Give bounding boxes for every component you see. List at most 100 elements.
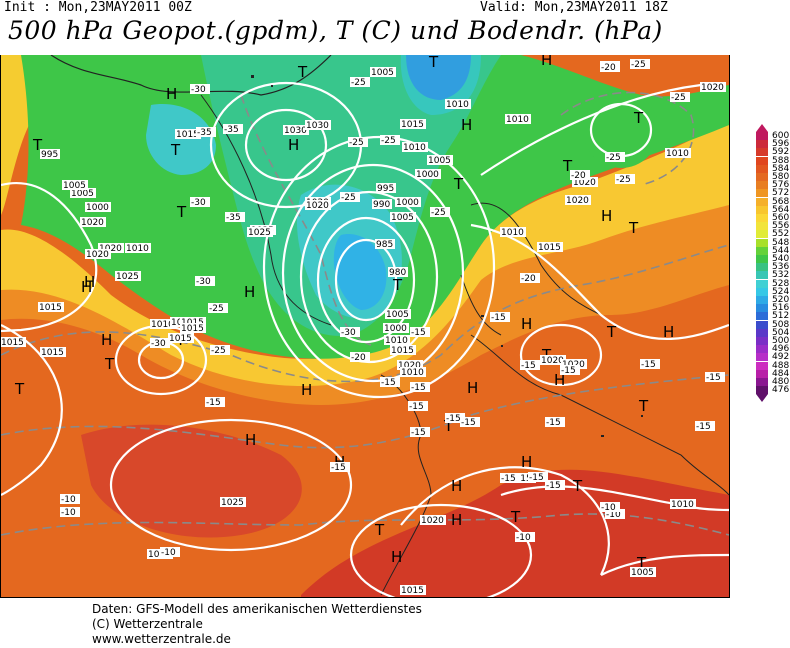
legend-swatch	[756, 164, 768, 173]
isobar-value: 1005	[371, 68, 394, 78]
isotherm-value: -15	[501, 474, 516, 484]
low-pressure-marker: T	[633, 109, 644, 127]
isobar-value: 1025	[248, 228, 271, 238]
isobar-value: 1015	[176, 130, 199, 140]
isotherm-label: -25	[630, 59, 650, 70]
legend-label: 488	[772, 360, 790, 371]
legend-label: 544	[772, 245, 790, 256]
legend-label: 588	[772, 155, 790, 166]
isobar-label: 1015	[168, 333, 194, 344]
isotherm-value: -10	[601, 503, 616, 513]
isobar-value: 1000	[416, 170, 439, 180]
isobar-label: 1025	[247, 227, 273, 238]
high-pressure-marker: H	[541, 55, 552, 69]
high-pressure-marker: H	[554, 371, 565, 389]
isotherm-value: -15	[546, 481, 561, 491]
isobar-value: 1015	[148, 550, 171, 560]
isobar-value: 1000	[86, 203, 109, 213]
isotherm-label: -20	[350, 352, 370, 363]
isotherm-label: -25	[605, 152, 625, 163]
isotherm-value: -15	[696, 422, 711, 432]
legend-swatch	[756, 156, 768, 165]
isotherm-label: -10	[60, 494, 80, 505]
high-pressure-marker: H	[467, 379, 478, 397]
low-pressure-marker: T	[453, 175, 464, 193]
legend-swatch	[756, 230, 768, 239]
isobar-label: 990	[372, 199, 392, 210]
credits-line2: (C) Wetterzentrale	[92, 617, 203, 631]
isobar-label: 1010	[665, 148, 691, 159]
isobar-value: 1010	[506, 115, 529, 125]
isotherm-value: -15	[706, 373, 721, 383]
isobar-value: 1015	[391, 346, 414, 356]
isotherm-value: -25	[211, 346, 226, 356]
isotherm-label: -25	[340, 192, 360, 203]
low-pressure-marker: T	[104, 355, 115, 373]
legend-swatch	[756, 320, 768, 329]
legend-swatch	[756, 140, 768, 149]
coastline-scandinavia	[470, 202, 602, 316]
legend-swatch	[756, 205, 768, 214]
high-pressure-marker: H	[521, 315, 532, 333]
legend-swatch	[756, 148, 768, 157]
legend-label: 540	[772, 254, 790, 264]
isotherm-value: -15	[409, 402, 424, 412]
legend-swatch	[756, 328, 768, 337]
field-516	[333, 234, 387, 310]
legend-swatch	[756, 378, 768, 386]
isotherm-value: -35	[224, 125, 239, 135]
isobar-value: 1015	[401, 120, 424, 130]
isobar-value: 985	[376, 240, 393, 250]
isotherm-label: -10	[600, 502, 620, 513]
legend-label: 492	[772, 352, 790, 363]
legend-swatch	[756, 255, 768, 263]
legend-label: 484	[772, 368, 790, 379]
isobar-value: 1020	[398, 361, 421, 371]
isotherm-value: -25	[616, 175, 631, 185]
isobar-label: 1010	[402, 142, 428, 153]
isobar-value: 1015	[169, 334, 192, 344]
isobar-label: 1030	[283, 125, 309, 136]
isobar-value: 1010	[385, 336, 408, 346]
legend-label: 556	[772, 221, 790, 232]
isotherm-label: -20	[570, 170, 590, 181]
legend-label: 600	[772, 131, 790, 141]
high-pressure-marker: H	[81, 278, 92, 296]
isotherm-value: -10	[61, 495, 76, 505]
legend-arrow-down	[756, 394, 768, 403]
isotherm-value: -30	[341, 328, 356, 338]
high-pressure-marker: H	[391, 548, 402, 566]
isotherm-label: -15	[560, 365, 580, 376]
isotherm-value: -25	[431, 208, 446, 218]
isotherm-value: -25	[631, 60, 646, 70]
credits-line3: www.wetterzentrale.de	[92, 632, 231, 646]
low-pressure-marker: T	[14, 380, 25, 398]
isobar-label: 1015	[38, 302, 64, 313]
isobar-value: 1020	[566, 196, 589, 206]
isobar-value: 1000	[396, 198, 419, 208]
high-pressure-marker: H	[84, 273, 95, 291]
isobar-label: 1005	[630, 567, 656, 578]
legend-label: 528	[772, 278, 790, 289]
isotherm-label: -10	[605, 509, 625, 520]
legend-swatch	[756, 214, 768, 222]
isotherm-label: -15	[410, 427, 430, 438]
isobar-value: 1010	[666, 149, 689, 159]
legend-swatch	[756, 304, 768, 313]
legend-swatch	[756, 173, 768, 181]
isobar-label: 1010	[384, 335, 410, 346]
legend-swatch	[756, 246, 768, 255]
isotherm-label: -25	[210, 345, 230, 356]
high-pressure-marker: H	[451, 511, 462, 529]
isotherm-value: -30	[151, 339, 166, 349]
isotherm-label: -25	[208, 303, 228, 314]
isobar-value: 1015	[538, 243, 561, 253]
isotherm-label: -15	[445, 413, 465, 424]
legend-label: 592	[772, 147, 790, 158]
isobar-value: 1010	[446, 100, 469, 110]
isotherm-label: -15	[410, 327, 430, 338]
legend-label: 536	[772, 262, 790, 273]
isotherm-label: -25	[350, 77, 370, 88]
isobar-label: 1015	[175, 129, 201, 140]
isobar-label: 995	[40, 149, 60, 160]
